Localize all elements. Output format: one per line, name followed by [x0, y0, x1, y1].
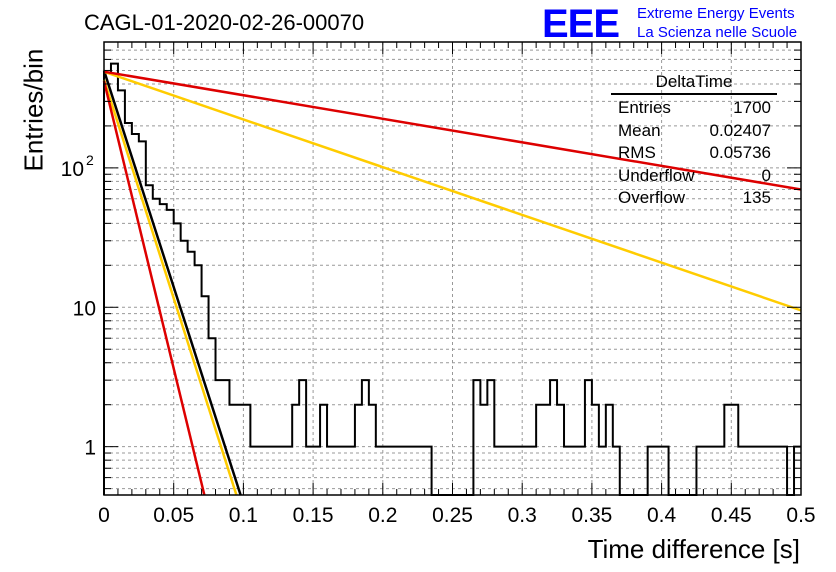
- logo-line-1: Extreme Energy Events: [637, 5, 795, 22]
- x-tick-label: 0.1: [229, 504, 258, 527]
- x-tick-label: 0.2: [368, 504, 397, 527]
- run-title: CAGL-01-2020-02-26-00070: [84, 10, 365, 35]
- x-axis-label: Time difference [s]: [587, 534, 800, 564]
- stats-value: 1700: [733, 98, 771, 117]
- x-tick-label: 0.45: [711, 504, 752, 527]
- x-tick-label: 0.35: [571, 504, 612, 527]
- stats-row-entries: Entries 1700: [611, 97, 777, 120]
- stats-box: DeltaTime Entries 1700 Mean 0.02407 RMS …: [611, 72, 777, 210]
- stats-row-overflow: Overflow 135: [611, 187, 777, 210]
- histogram-steps: [103, 62, 801, 496]
- x-tick-label: 0.3: [508, 504, 537, 527]
- x-tick-label: 0.25: [432, 504, 473, 527]
- fit-curve: [103, 70, 802, 191]
- stats-value: 135: [742, 188, 771, 207]
- y-axis-label: Entries/bin: [18, 48, 49, 172]
- y-tick-label: 10: [73, 297, 96, 320]
- stats-label: Underflow: [618, 165, 695, 185]
- stats-label: Entries: [618, 98, 671, 117]
- histogram: [103, 62, 801, 496]
- stats-title: DeltaTime: [611, 72, 777, 95]
- stats-value: 0.05736: [709, 143, 771, 162]
- stats-label: Mean: [618, 120, 661, 140]
- x-tick-label: 0.15: [293, 504, 334, 527]
- x-tick-label: 0.4: [647, 504, 677, 527]
- x-tick-label: 0.05: [153, 504, 194, 527]
- stats-row-mean: Mean 0.02407: [611, 120, 777, 143]
- fit-curve: [102, 70, 242, 496]
- y-tick-label: 1: [84, 437, 96, 460]
- fit-curves: [102, 70, 802, 496]
- y-tick-exponent: 2: [86, 152, 94, 168]
- eee-logo: EEE: [542, 2, 620, 46]
- stats-label: RMS: [618, 143, 656, 162]
- stats-value: 0.02407: [709, 120, 771, 140]
- axis-ticks: 0 0.05 0.1 0.15 0.2 0.25 0.3 0.35 0.4 0.45 0.5 1 10 1…: [61, 41, 816, 527]
- grid-lines: [104, 41, 801, 495]
- fit-curve: [102, 80, 206, 496]
- fit-curve: [102, 79, 238, 496]
- logo-line-2: La Scienza nelle Scuole: [637, 24, 798, 41]
- x-tick-label: 0: [98, 504, 110, 527]
- stats-row-rms: RMS 0.05736: [611, 142, 777, 165]
- stats-row-underflow: Underflow 0: [611, 165, 777, 188]
- y-tick-label: 10: [61, 158, 84, 181]
- stats-value: 0: [761, 165, 771, 185]
- fit-curve: [103, 70, 802, 312]
- stats-label: Overflow: [618, 188, 686, 207]
- x-tick-label: 0.5: [786, 504, 815, 527]
